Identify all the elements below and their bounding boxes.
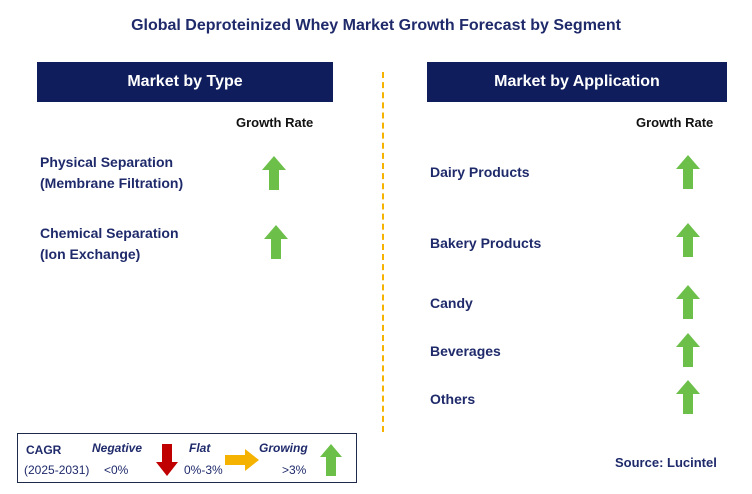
legend-growing-label: Growing [259, 441, 308, 455]
growing-arrow-icon [264, 225, 288, 259]
legend-period: (2025-2031) [24, 463, 90, 477]
type-item-physical-separation: Physical Separation (Membrane Filtration… [40, 152, 183, 194]
growing-arrow-icon [676, 380, 700, 414]
page-title: Global Deproteinized Whey Market Growth … [131, 17, 621, 34]
type-item-line1: Physical Separation [40, 154, 174, 170]
application-item-candy: Candy [430, 295, 473, 311]
application-item-beverages: Beverages [430, 343, 501, 359]
legend-growing-range: >3% [282, 463, 307, 477]
type-item-line2: (Ion Exchange) [40, 246, 141, 262]
growing-arrow-icon [320, 444, 342, 476]
growing-arrow-icon [676, 223, 700, 257]
growing-arrow-icon [676, 155, 700, 189]
legend-negative-range: <0% [104, 463, 129, 477]
application-item-dairy-products: Dairy Products [430, 164, 530, 180]
panel-divider [382, 72, 384, 432]
legend-cagr-label: CAGR [26, 443, 62, 457]
legend-negative-label: Negative [92, 441, 143, 455]
application-growth-rate-label: Growth Rate [636, 115, 714, 130]
flat-arrow-icon [225, 449, 259, 471]
type-item-chemical-separation: Chemical Separation (Ion Exchange) [40, 223, 179, 265]
growing-arrow-icon [676, 333, 700, 367]
market-by-application-header: Market by Application [427, 62, 727, 102]
type-item-line2: (Membrane Filtration) [40, 175, 184, 191]
type-item-line1: Chemical Separation [40, 225, 179, 241]
application-item-others: Others [430, 391, 476, 407]
market-by-type-header: Market by Type [37, 62, 333, 102]
type-growth-rate-label: Growth Rate [236, 115, 314, 130]
source-label: Source: Lucintel [615, 455, 717, 470]
application-item-bakery-products: Bakery Products [430, 235, 542, 251]
growing-arrow-icon [676, 285, 700, 319]
legend-flat-range: 0%-3% [184, 463, 223, 477]
legend-flat-label: Flat [189, 441, 211, 455]
growing-arrow-icon [262, 156, 286, 190]
negative-arrow-icon [156, 444, 178, 476]
cagr-legend [17, 433, 357, 483]
